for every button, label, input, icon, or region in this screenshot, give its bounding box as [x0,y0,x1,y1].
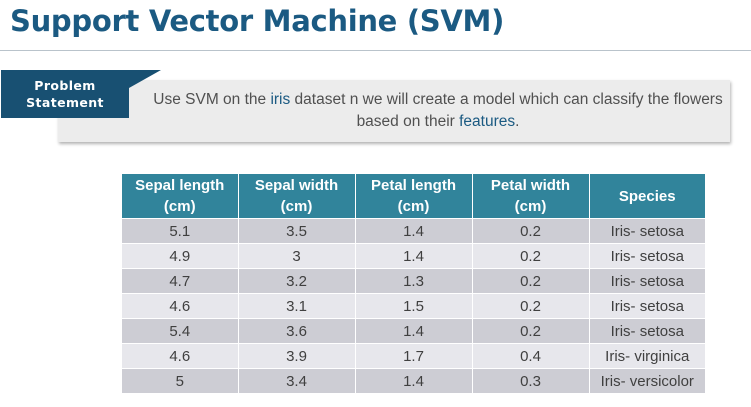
table-header-row: Sepal length (cm) Sepal width (cm) Petal l… [122,174,705,219]
problem-statement-text: Use SVM on the iris dataset n we will cr… [152,89,724,133]
keyword-features: features [459,113,516,130]
cell-species: Iris- setosa [589,293,705,319]
cell-sepal-length: 5.1 [122,218,239,244]
table-row: 5.1 3.5 1.4 0.2 Iris- setosa [122,218,705,244]
cell-petal-width: 0.3 [472,368,590,393]
statement-text-part3: . [515,113,520,130]
cell-sepal-width: 3.1 [238,293,356,319]
cell-petal-width: 0.2 [472,293,590,319]
cell-sepal-width: 3.9 [238,343,356,369]
slide-title: Support Vector Machine (SVM) [10,4,505,38]
keyword-iris: iris [270,91,291,108]
tag-line-statement: Statement [26,95,104,110]
cell-sepal-width: 3.2 [238,268,356,294]
table-row: 4.6 3.9 1.7 0.4 Iris- virginica [122,343,705,369]
cell-sepal-width: 3.5 [238,218,356,244]
cell-petal-length: 1.4 [355,368,473,393]
cell-sepal-width: 3 [238,243,356,269]
cell-petal-width: 0.2 [472,268,590,294]
cell-petal-width: 0.2 [472,218,590,244]
tag-line-problem: Problem [34,78,96,93]
iris-data-table: Sepal length (cm) Sepal width (cm) Petal l… [122,174,705,393]
cell-petal-length: 1.4 [355,318,473,344]
cell-petal-length: 1.7 [355,343,473,369]
cell-sepal-length: 5.4 [122,318,239,344]
cell-sepal-length: 4.6 [122,343,239,369]
cell-sepal-length: 5 [122,368,239,393]
cell-petal-width: 0.2 [472,243,590,269]
table-row: 4.7 3.2 1.3 0.2 Iris- setosa [122,268,705,294]
cell-species: Iris- virginica [589,343,705,369]
cell-species: Iris- setosa [589,268,705,294]
header-petal-length: Petal length (cm) [355,174,473,219]
cell-species: Iris- setosa [589,318,705,344]
table-row: 5.4 3.6 1.4 0.2 Iris- setosa [122,318,705,344]
cell-petal-length: 1.4 [355,218,473,244]
cell-species: Iris- versicolor [589,368,705,393]
cell-sepal-length: 4.7 [122,268,239,294]
statement-text-part2: dataset n we will create a model which c… [290,91,723,130]
cell-sepal-length: 4.9 [122,243,239,269]
cell-sepal-width: 3.4 [238,368,356,393]
cell-sepal-length: 4.6 [122,293,239,319]
table-row: 4.9 3 1.4 0.2 Iris- setosa [122,243,705,269]
cell-petal-length: 1.5 [355,293,473,319]
cell-species: Iris- setosa [589,243,705,269]
header-petal-width: Petal width (cm) [472,174,590,219]
header-sepal-width: Sepal width (cm) [238,174,356,219]
statement-text-part1: Use SVM on the [153,91,271,108]
table-row: 4.6 3.1 1.5 0.2 Iris- setosa [122,293,705,319]
cell-sepal-width: 3.6 [238,318,356,344]
tag-fold-decoration [129,70,161,88]
cell-petal-length: 1.4 [355,243,473,269]
title-divider [0,50,751,51]
header-sepal-length: Sepal length (cm) [122,174,239,219]
cell-petal-length: 1.3 [355,268,473,294]
cell-species: Iris- setosa [589,218,705,244]
cell-petal-width: 0.2 [472,318,590,344]
table-row: 5 3.4 1.4 0.3 Iris- versicolor [122,368,705,393]
problem-statement-box: Use SVM on the iris dataset n we will cr… [58,80,730,142]
cell-petal-width: 0.4 [472,343,590,369]
header-species: Species [589,174,705,219]
problem-statement-tag: Problem Statement [1,70,129,118]
